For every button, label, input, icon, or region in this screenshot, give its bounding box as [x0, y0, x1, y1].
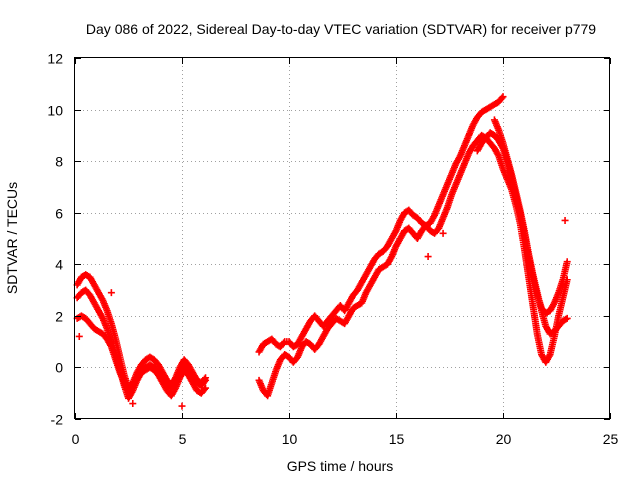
tick-labels: 0 5 10 15 20 25 -2 0 2 4 6 8 10 12 [47, 51, 618, 448]
y-tick-label: 8 [55, 154, 63, 170]
y-tick-label: 6 [55, 206, 63, 222]
data-point [439, 229, 447, 237]
x-tick-label: 15 [389, 431, 405, 447]
x-axis-label: GPS time / hours [287, 458, 394, 474]
data-point [498, 94, 506, 102]
x-tick-label: 20 [496, 431, 512, 447]
y-tick-label: 12 [47, 51, 63, 67]
data-point [107, 289, 115, 297]
data-point [561, 216, 569, 224]
y-tick-label: 2 [55, 309, 63, 325]
y-tick-label: 0 [55, 360, 63, 376]
data-point [499, 93, 507, 101]
series-track-g [490, 116, 571, 338]
data-point [202, 376, 210, 384]
x-tick-label: 10 [282, 431, 298, 447]
series-track-d [255, 93, 507, 356]
series-track-c [73, 312, 210, 395]
data-point [563, 258, 571, 266]
plot-frame [74, 57, 610, 419]
data-point [75, 332, 83, 340]
data-point [562, 315, 570, 323]
axis-ticks [75, 58, 611, 420]
x-tick-label: 25 [603, 431, 619, 447]
data-points [73, 93, 571, 410]
data-point [202, 384, 210, 392]
chart-title: Day 086 of 2022, Sidereal Day-to-day VTE… [86, 21, 596, 37]
y-axis-label: SDTVAR / TECUs [4, 182, 20, 294]
x-tick-label: 0 [72, 431, 80, 447]
y-tick-label: 4 [55, 257, 63, 273]
data-point [280, 339, 288, 347]
data-point [563, 314, 571, 322]
y-tick-label: 10 [47, 103, 63, 119]
data-point [129, 400, 137, 408]
y-tick-label: -2 [51, 412, 64, 428]
data-point [200, 378, 208, 386]
series-track-e [255, 131, 571, 400]
data-point [424, 253, 432, 261]
data-point [200, 385, 208, 393]
data-point [178, 402, 186, 410]
x-tick-label: 5 [179, 431, 187, 447]
series-outliers [75, 216, 569, 410]
